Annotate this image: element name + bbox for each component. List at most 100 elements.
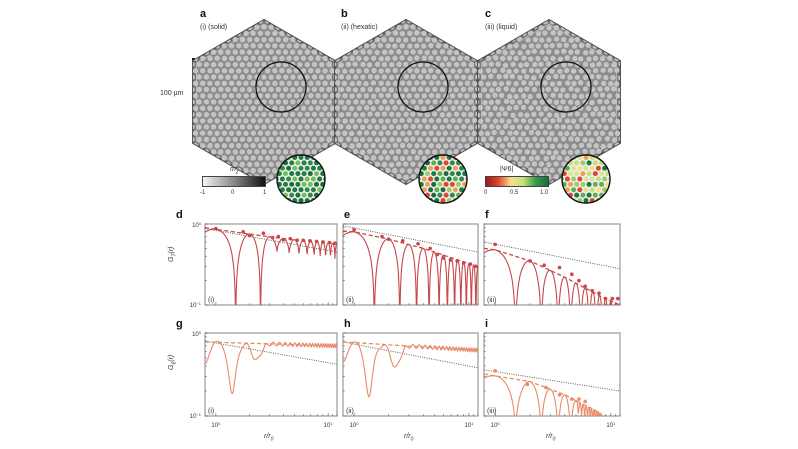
particle [536,93,542,99]
particle [254,61,260,68]
particle [264,30,271,36]
peak-marker [528,259,532,263]
particle [268,37,275,43]
particle [421,55,427,61]
particle [495,149,502,156]
particle [228,93,235,99]
particle [315,93,321,99]
particle [557,167,564,173]
particle [385,130,391,136]
particle [532,61,538,68]
particle [539,137,545,143]
particle [239,99,246,105]
particle [461,61,467,67]
particle [192,93,199,99]
particle [385,67,391,74]
particle [610,74,616,81]
particle [417,86,424,92]
particle [403,174,409,180]
reference-line [205,228,337,253]
particle [424,149,431,155]
peak-marker [352,227,356,232]
particle [250,155,256,161]
inset-particle [599,171,604,177]
inset-particle [295,171,301,177]
particle [275,99,282,105]
particle [561,48,567,55]
y-tick-label: 100 [192,330,202,338]
inset-particle [583,165,589,171]
peak-marker [270,235,275,240]
particle [239,149,245,155]
particle [471,130,477,137]
particle [574,111,581,117]
particle [250,167,256,174]
particle [392,43,398,49]
particle [374,111,381,118]
panel-b-label: (ii) (hexatic) [341,24,378,31]
particle [615,118,621,125]
particle [454,74,460,80]
particle [424,36,431,43]
inset-particle [286,187,292,193]
particle [272,105,278,111]
particle [560,36,567,43]
particle [225,111,231,118]
particle [290,136,296,143]
particle [492,118,499,124]
particle [388,36,395,43]
colorbar-mz-title: mz [230,166,239,176]
particle [564,92,570,99]
particle [214,143,220,149]
peak-marker [542,263,546,267]
particle [381,149,388,155]
particle [360,74,366,80]
particle [334,105,341,111]
inset-particle [583,187,589,193]
particle [539,37,545,43]
particle [367,124,373,130]
particle [446,149,453,155]
envelope-fit-line [484,247,620,305]
inset-particle [583,155,589,161]
particle [439,62,446,68]
particle [481,74,487,80]
particle [557,143,563,149]
particle [367,49,373,55]
particle [464,67,470,74]
particle [377,42,384,49]
particle [578,130,584,137]
particle [428,67,434,74]
particle [457,130,463,136]
particle [374,74,380,80]
particle [286,68,292,74]
inset-particle [595,187,601,193]
particle [571,143,577,149]
particle [428,117,435,124]
particle [261,149,267,155]
particle [257,80,264,87]
particle [449,142,456,149]
particle [254,24,260,30]
particle [410,161,416,167]
panel-h-letter: h [344,318,351,330]
particle [525,37,531,43]
inset-particle [292,187,298,193]
particle [582,148,588,155]
particle [286,43,292,49]
particle [300,55,307,61]
particle [342,93,348,99]
particle [308,55,314,62]
particle [443,67,449,74]
particle [615,105,621,111]
particle [192,124,195,130]
particle [593,106,599,112]
particle [228,105,235,111]
particle [506,142,513,148]
particle [410,36,417,43]
colorbar-mz-tick: 0 [231,190,235,196]
particle [453,49,460,56]
particle [485,117,491,123]
particle [491,68,498,74]
particle [318,124,325,130]
